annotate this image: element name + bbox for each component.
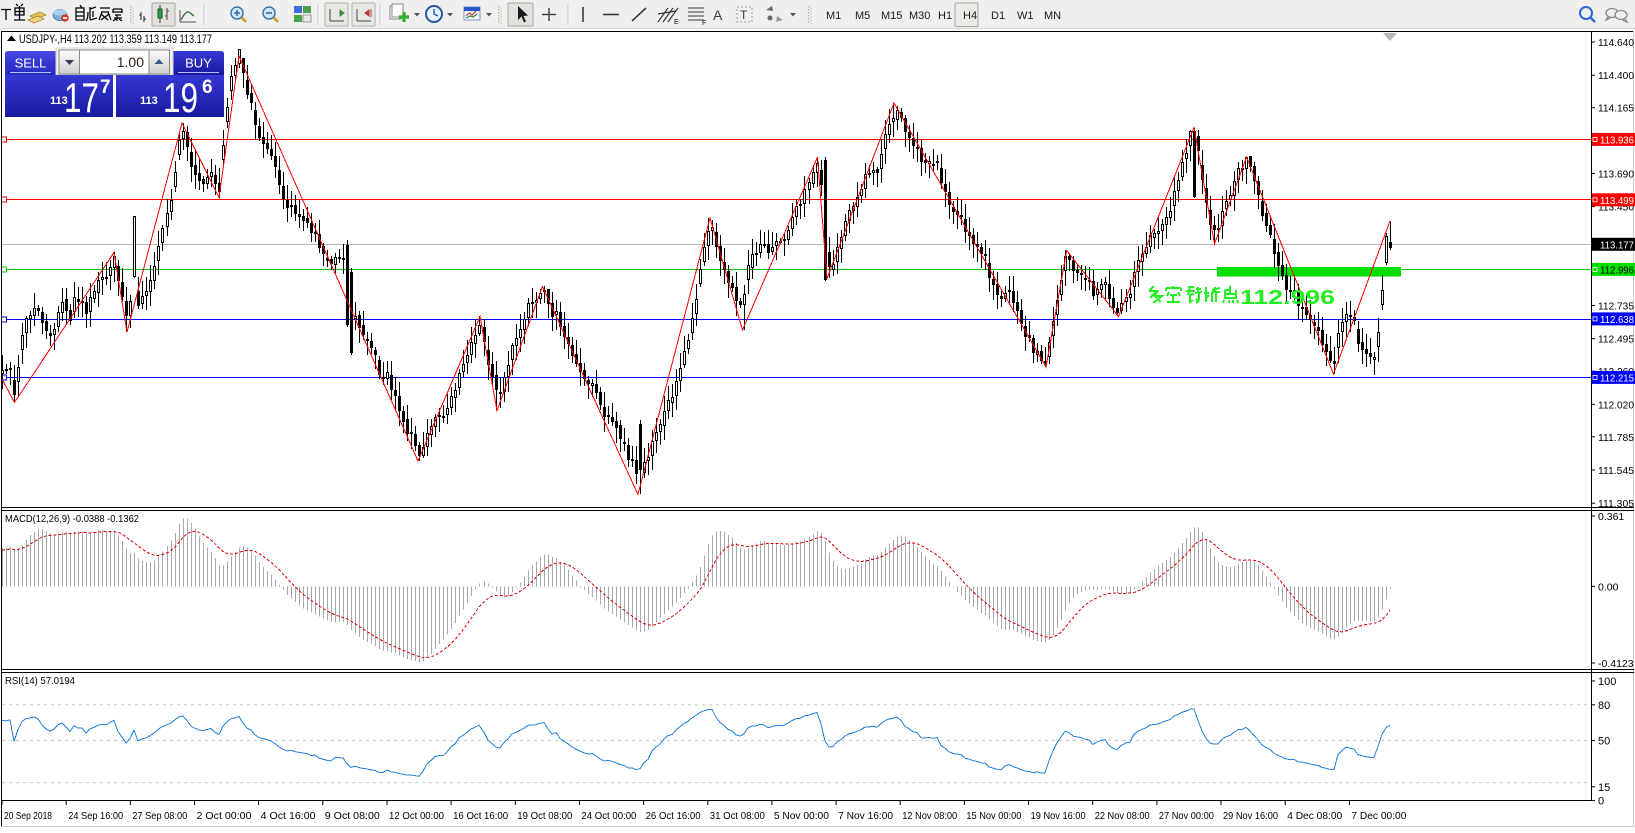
svg-text:T: T: [740, 8, 748, 22]
svg-text:7: 7: [100, 77, 111, 98]
svg-text:W1: W1: [1017, 10, 1034, 22]
svg-text:112.996: 112.996: [1240, 287, 1335, 309]
svg-text:22 Nov 08:00: 22 Nov 08:00: [1095, 810, 1150, 822]
svg-text:27 Sep 08:00: 27 Sep 08:00: [132, 810, 187, 822]
svg-text:20 Sep 2018: 20 Sep 2018: [4, 810, 52, 822]
svg-text:MN: MN: [1044, 10, 1061, 22]
svg-text:D1: D1: [991, 10, 1005, 22]
svg-text:31 Oct 08:00: 31 Oct 08:00: [710, 810, 765, 822]
svg-text:-0.4123: -0.4123: [1598, 658, 1634, 670]
svg-text:100: 100: [1598, 676, 1616, 688]
svg-text:111.785: 111.785: [1598, 432, 1634, 444]
svg-text:27 Nov 00:00: 27 Nov 00:00: [1159, 810, 1214, 822]
svg-text:112.215: 112.215: [1600, 372, 1634, 384]
svg-text:80: 80: [1598, 700, 1610, 712]
svg-text:4 Dec 08:00: 4 Dec 08:00: [1287, 810, 1342, 822]
svg-text:114.400: 114.400: [1598, 70, 1634, 82]
svg-text:113: 113: [140, 95, 158, 107]
svg-text:0: 0: [1598, 796, 1604, 808]
svg-text:19 Oct 08:00: 19 Oct 08:00: [517, 810, 572, 822]
svg-text:5 Nov 00:00: 5 Nov 00:00: [774, 810, 829, 822]
svg-text:26 Oct 16:00: 26 Oct 16:00: [646, 810, 701, 822]
svg-text:A: A: [713, 7, 723, 23]
svg-text:M5: M5: [855, 10, 870, 22]
svg-text:113.499: 113.499: [1600, 195, 1634, 207]
svg-text:12 Oct 00:00: 12 Oct 00:00: [389, 810, 444, 822]
svg-text:7 Dec 00:00: 7 Dec 00:00: [1351, 810, 1406, 822]
svg-text:0.00: 0.00: [1598, 581, 1619, 593]
svg-text:111.545: 111.545: [1598, 465, 1634, 477]
svg-text:114.165: 114.165: [1598, 103, 1634, 115]
svg-text:MACD(12,26,9) -0.0388 -0.1362: MACD(12,26,9) -0.0388 -0.1362: [5, 513, 139, 525]
svg-text:112.495: 112.495: [1598, 334, 1634, 346]
svg-text:2 Oct 00:00: 2 Oct 00:00: [197, 810, 252, 822]
svg-text:7 Nov 16:00: 7 Nov 16:00: [838, 810, 893, 822]
svg-text:50: 50: [1598, 736, 1610, 748]
svg-text:E: E: [674, 19, 679, 26]
svg-text:113: 113: [50, 95, 68, 107]
svg-text:113.690: 113.690: [1598, 168, 1634, 180]
svg-text:BUY: BUY: [185, 56, 212, 71]
svg-text:9 Oct 08:00: 9 Oct 08:00: [325, 810, 380, 822]
svg-text:12 Nov 08:00: 12 Nov 08:00: [902, 810, 957, 822]
svg-text:1.00: 1.00: [117, 54, 144, 70]
svg-text:112.638: 112.638: [1600, 314, 1634, 326]
svg-text:29 Nov 16:00: 29 Nov 16:00: [1223, 810, 1278, 822]
svg-text:15: 15: [1598, 782, 1610, 794]
svg-text:SELL: SELL: [15, 56, 47, 71]
svg-text:19: 19: [163, 74, 198, 121]
svg-text:113.936: 113.936: [1600, 134, 1634, 146]
svg-text:113.177: 113.177: [1600, 239, 1634, 251]
svg-text:112.735: 112.735: [1598, 301, 1634, 313]
svg-text:19 Nov 16:00: 19 Nov 16:00: [1031, 810, 1086, 822]
svg-text:M30: M30: [909, 10, 930, 22]
svg-text:6: 6: [202, 77, 213, 98]
svg-text:H1: H1: [938, 10, 952, 22]
svg-text:USDJPY-,H4 113.202 113.359 11: USDJPY-,H4 113.202 113.359 113.149 113.1…: [19, 34, 212, 46]
svg-text:24 Oct 00:00: 24 Oct 00:00: [581, 810, 636, 822]
svg-text:114.640: 114.640: [1598, 37, 1634, 49]
svg-text:15 Nov 00:00: 15 Nov 00:00: [966, 810, 1021, 822]
svg-text:112.996: 112.996: [1600, 264, 1634, 276]
svg-text:H4: H4: [963, 10, 977, 22]
svg-text:RSI(14) 57.0194: RSI(14) 57.0194: [5, 675, 75, 687]
svg-text:4 Oct 16:00: 4 Oct 16:00: [261, 810, 316, 822]
svg-text:M15: M15: [881, 10, 902, 22]
svg-text:M1: M1: [826, 10, 841, 22]
svg-text:112.020: 112.020: [1598, 399, 1634, 411]
svg-text:17: 17: [64, 74, 99, 121]
svg-text:16 Oct 16:00: 16 Oct 16:00: [453, 810, 508, 822]
svg-text:111.305: 111.305: [1598, 498, 1634, 510]
svg-text:24 Sep 16:00: 24 Sep 16:00: [68, 810, 123, 822]
svg-text:0.361: 0.361: [1598, 511, 1624, 523]
svg-text:F: F: [702, 20, 706, 27]
